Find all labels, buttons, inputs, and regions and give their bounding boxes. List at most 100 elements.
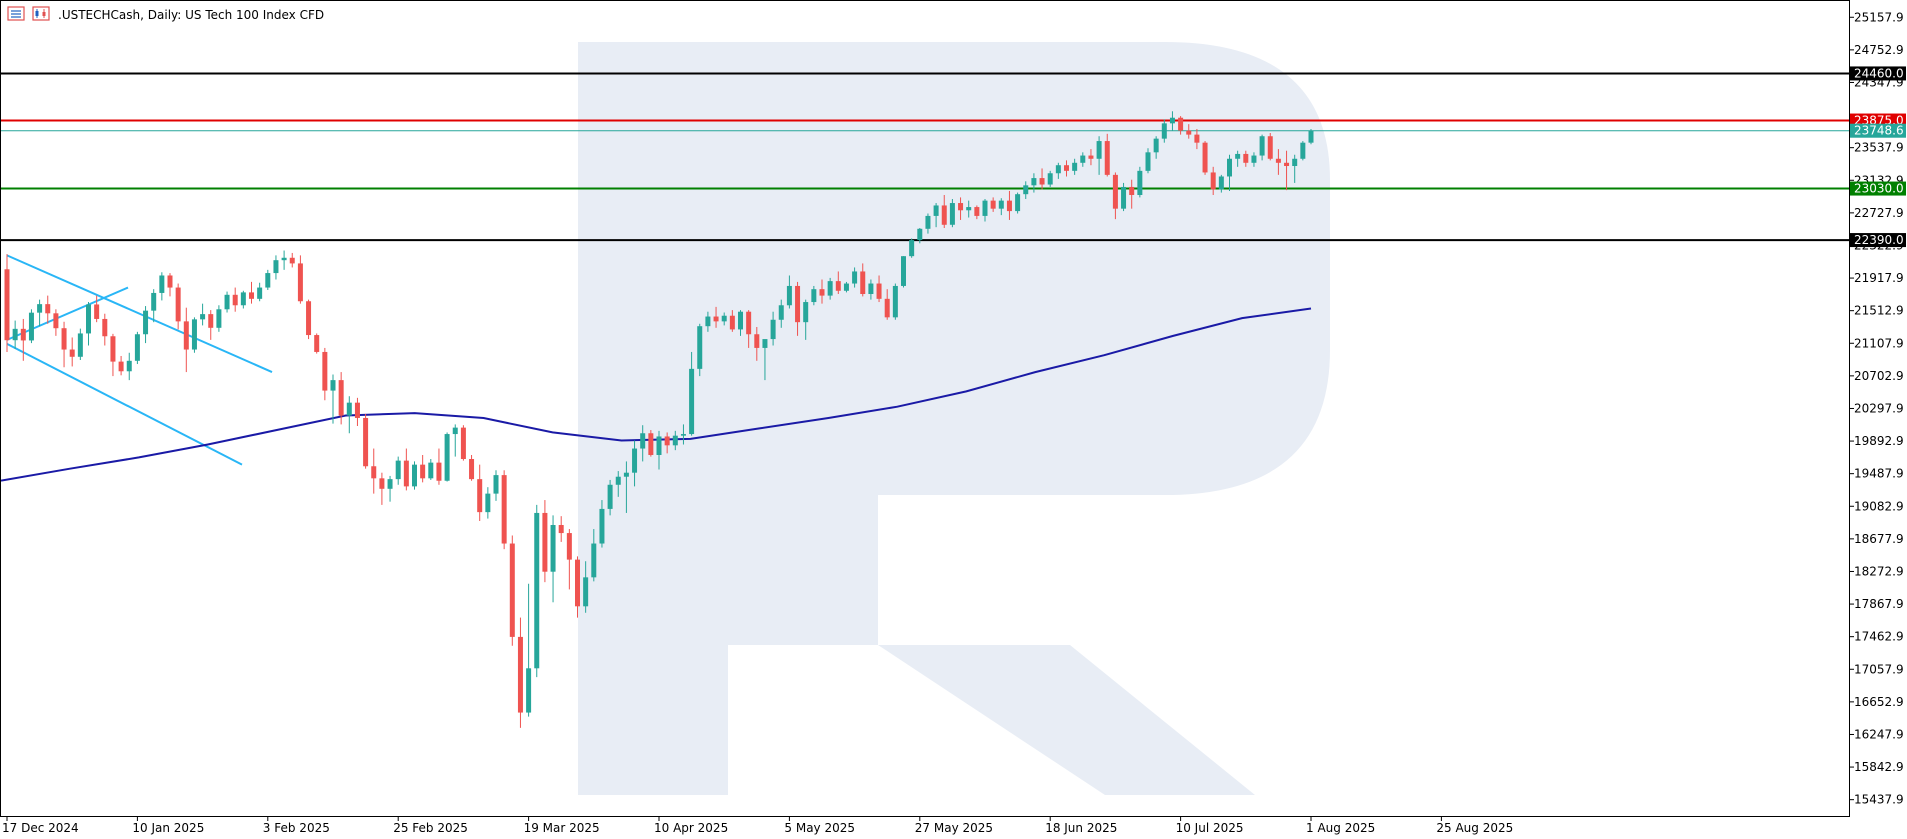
bull-candle xyxy=(240,290,246,309)
bear-candle xyxy=(469,454,475,481)
channel-line xyxy=(6,343,243,466)
bull-candle xyxy=(1169,111,1175,131)
candle-body xyxy=(550,525,556,572)
candle-body xyxy=(819,289,825,296)
bull-candle xyxy=(1137,166,1143,198)
candle-body xyxy=(892,285,898,318)
bull-candle xyxy=(689,351,695,436)
candle-body xyxy=(110,336,116,362)
candle-body xyxy=(1161,123,1167,139)
candle-body xyxy=(371,466,377,479)
bull-candle xyxy=(86,302,91,346)
level-tag-label: 23030.0 xyxy=(1854,182,1904,196)
bear-candle xyxy=(713,306,719,328)
bear-candle xyxy=(566,529,572,590)
bear-candle xyxy=(379,472,385,505)
candle-body xyxy=(884,298,890,318)
candle-body xyxy=(240,292,246,306)
bear-candle xyxy=(338,372,344,425)
horizontal-levels xyxy=(1,72,1849,242)
bull-candle xyxy=(191,317,197,353)
bull-candle xyxy=(1015,192,1021,214)
bull-candle xyxy=(583,561,589,613)
candle-body xyxy=(868,283,874,294)
candle-body xyxy=(501,475,507,544)
bull-candle xyxy=(428,459,434,480)
bull-candle xyxy=(623,461,629,513)
bear-candle xyxy=(102,313,108,346)
candle-body xyxy=(53,313,59,329)
bear-candle xyxy=(941,194,947,228)
bear-candle xyxy=(61,321,67,368)
level-tag-label: 23748.6 xyxy=(1854,124,1904,138)
candle-body xyxy=(958,203,964,211)
candle-body xyxy=(1153,138,1159,153)
candle-body xyxy=(738,311,743,330)
candle-body xyxy=(982,200,988,216)
time-tick-label: 25 Aug 2025 xyxy=(1436,821,1513,835)
bear-candle xyxy=(1039,168,1045,190)
candle-body xyxy=(306,301,312,336)
candle-body xyxy=(12,328,18,341)
moving-average xyxy=(1,307,1312,482)
candle-body xyxy=(1218,176,1224,190)
candle-body xyxy=(224,294,230,310)
candle-body xyxy=(623,472,629,477)
symbol-name: .USTECHCash xyxy=(58,8,140,22)
candle-body xyxy=(1235,153,1241,159)
time-tick-label: 25 Feb 2025 xyxy=(393,821,468,835)
candle-body xyxy=(860,271,866,294)
bull-candle xyxy=(697,323,703,377)
candle-body xyxy=(795,285,801,323)
chart-menu-icon[interactable] xyxy=(7,6,25,21)
candle-body xyxy=(632,448,638,473)
bull-candle xyxy=(966,200,972,218)
candle-body xyxy=(990,200,996,209)
bull-candle xyxy=(485,487,491,519)
candle-body xyxy=(640,433,646,449)
bear-candle xyxy=(183,307,189,373)
bull-candle xyxy=(346,396,352,434)
candle-body xyxy=(330,380,336,391)
candle-body xyxy=(151,292,157,311)
bear-candle xyxy=(175,283,181,330)
bull-candle xyxy=(705,311,711,332)
price-tick-label: 16652.9 xyxy=(1854,695,1904,709)
price-tick-label: 16247.9 xyxy=(1854,727,1904,741)
candle-body xyxy=(338,380,344,416)
bear-candle xyxy=(990,197,996,212)
candle-body xyxy=(175,287,181,322)
candle-body xyxy=(876,283,882,299)
bear-candle xyxy=(94,295,100,323)
bear-candle xyxy=(232,287,238,312)
bull-candle xyxy=(1031,173,1037,193)
bull-candle xyxy=(607,479,613,516)
candle-body xyxy=(917,228,923,241)
bear-candle xyxy=(249,281,254,304)
candle-body xyxy=(713,316,719,322)
bear-candle xyxy=(729,310,735,332)
price-tick-label: 17057.9 xyxy=(1854,662,1904,676)
time-tick-label: 10 Apr 2025 xyxy=(654,821,728,835)
candle-body xyxy=(1308,130,1314,143)
level-tag-resistance_major xyxy=(1850,66,1906,81)
bull-candle xyxy=(159,272,165,301)
candle-body xyxy=(216,309,222,328)
timeframe: Daily xyxy=(148,8,178,22)
time-tick-label: 27 May 2025 xyxy=(915,821,993,835)
bear-candle xyxy=(558,516,564,542)
bull-candle xyxy=(1218,174,1224,193)
bear-candle xyxy=(53,309,59,336)
candle-body xyxy=(909,240,915,257)
candlestick-type-icon[interactable] xyxy=(32,6,50,21)
bear-candle xyxy=(354,397,360,427)
bull-candle xyxy=(917,227,923,244)
candle-body xyxy=(191,319,197,350)
bull-candle xyxy=(273,255,279,280)
candle-body xyxy=(843,283,849,291)
candle-body xyxy=(754,334,760,348)
level-tag-label: 24460.0 xyxy=(1854,66,1904,80)
bull-candle xyxy=(395,456,401,485)
candle-body xyxy=(1129,186,1135,195)
